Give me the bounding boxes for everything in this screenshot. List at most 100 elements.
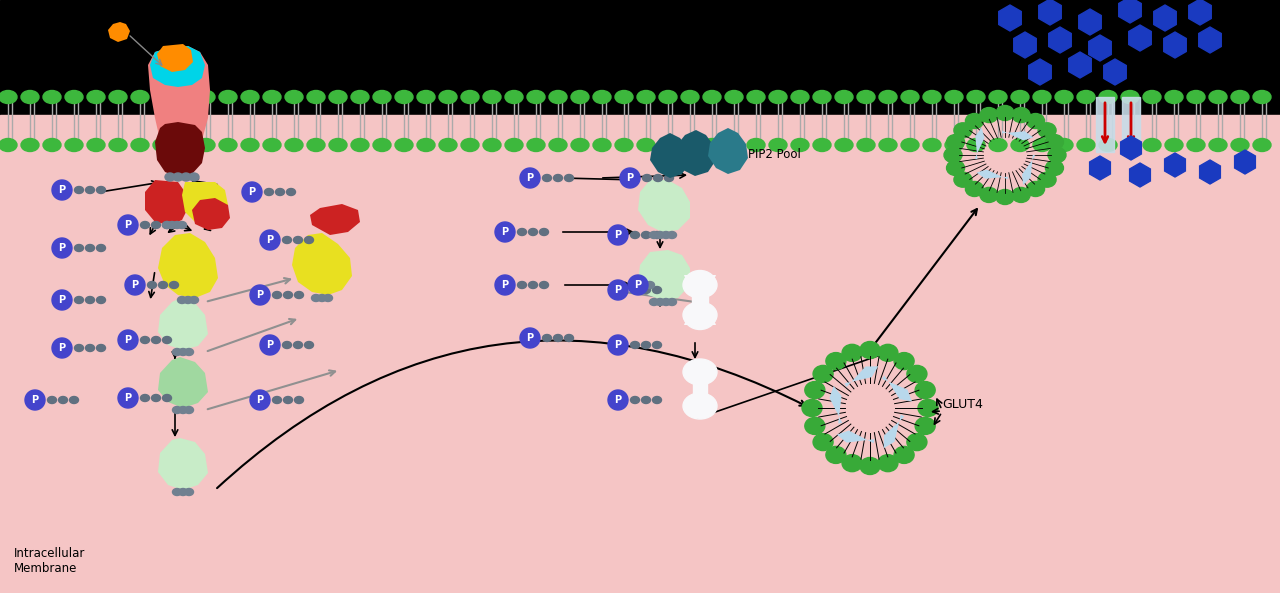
Ellipse shape <box>980 187 998 202</box>
Ellipse shape <box>154 139 172 151</box>
Ellipse shape <box>748 139 765 151</box>
Ellipse shape <box>918 400 938 416</box>
Ellipse shape <box>593 91 611 104</box>
Ellipse shape <box>1012 107 1030 123</box>
Ellipse shape <box>653 342 662 349</box>
Ellipse shape <box>294 292 303 298</box>
Ellipse shape <box>684 302 716 330</box>
Ellipse shape <box>989 139 1007 151</box>
Ellipse shape <box>748 91 765 104</box>
Ellipse shape <box>681 91 699 104</box>
Circle shape <box>118 388 138 408</box>
Ellipse shape <box>667 231 677 238</box>
Ellipse shape <box>543 174 552 181</box>
Polygon shape <box>675 130 716 176</box>
Ellipse shape <box>631 286 640 294</box>
Polygon shape <box>108 22 131 42</box>
Text: P: P <box>614 230 622 240</box>
Ellipse shape <box>351 91 369 104</box>
Ellipse shape <box>219 139 237 151</box>
Polygon shape <box>637 180 690 232</box>
Ellipse shape <box>20 91 38 104</box>
Circle shape <box>52 238 72 258</box>
Polygon shape <box>145 180 188 225</box>
Circle shape <box>52 290 72 310</box>
Ellipse shape <box>283 397 293 403</box>
Ellipse shape <box>655 231 664 238</box>
Ellipse shape <box>163 336 172 343</box>
Ellipse shape <box>1055 91 1073 104</box>
Ellipse shape <box>1048 148 1066 162</box>
Ellipse shape <box>44 91 61 104</box>
Ellipse shape <box>74 244 83 251</box>
Ellipse shape <box>1033 91 1051 104</box>
Ellipse shape <box>305 342 314 349</box>
Polygon shape <box>637 250 690 300</box>
Ellipse shape <box>805 381 824 398</box>
Ellipse shape <box>241 91 259 104</box>
Ellipse shape <box>529 282 538 289</box>
Ellipse shape <box>163 222 172 228</box>
Ellipse shape <box>163 222 172 228</box>
Ellipse shape <box>219 91 237 104</box>
Circle shape <box>628 275 648 295</box>
Bar <box>0 115 1280 593</box>
Ellipse shape <box>908 365 927 382</box>
Ellipse shape <box>168 222 177 228</box>
Polygon shape <box>182 182 228 225</box>
Ellipse shape <box>641 397 650 403</box>
Polygon shape <box>292 233 352 295</box>
Text: P: P <box>59 343 65 353</box>
Ellipse shape <box>417 139 435 151</box>
Polygon shape <box>977 170 1009 180</box>
Circle shape <box>495 222 515 242</box>
Ellipse shape <box>684 272 717 298</box>
Ellipse shape <box>175 91 193 104</box>
Ellipse shape <box>553 334 562 342</box>
Ellipse shape <box>1027 181 1044 196</box>
Ellipse shape <box>923 91 941 104</box>
Ellipse shape <box>86 345 95 352</box>
Polygon shape <box>845 366 878 387</box>
Ellipse shape <box>175 139 193 151</box>
Ellipse shape <box>1011 139 1029 151</box>
Ellipse shape <box>96 296 105 304</box>
Ellipse shape <box>945 148 963 162</box>
Ellipse shape <box>180 173 191 181</box>
Ellipse shape <box>287 189 296 196</box>
Ellipse shape <box>923 139 941 151</box>
Ellipse shape <box>163 394 172 401</box>
Ellipse shape <box>506 139 524 151</box>
Ellipse shape <box>1165 91 1183 104</box>
Circle shape <box>260 335 280 355</box>
Bar <box>0 0 1280 115</box>
Ellipse shape <box>659 139 677 151</box>
Ellipse shape <box>189 173 198 181</box>
Text: P: P <box>124 220 132 230</box>
Ellipse shape <box>996 190 1014 205</box>
Ellipse shape <box>654 174 663 181</box>
Ellipse shape <box>151 222 160 228</box>
Ellipse shape <box>703 91 721 104</box>
Ellipse shape <box>529 228 538 235</box>
Circle shape <box>495 275 515 295</box>
Ellipse shape <box>769 91 787 104</box>
Ellipse shape <box>0 139 17 151</box>
Ellipse shape <box>860 458 881 474</box>
Ellipse shape <box>614 91 634 104</box>
Ellipse shape <box>842 455 861 471</box>
Ellipse shape <box>1231 91 1249 104</box>
Ellipse shape <box>131 139 148 151</box>
Ellipse shape <box>1121 139 1139 151</box>
Circle shape <box>125 275 145 295</box>
Ellipse shape <box>1055 139 1073 151</box>
Ellipse shape <box>154 91 172 104</box>
Ellipse shape <box>317 295 326 301</box>
Ellipse shape <box>372 139 390 151</box>
Ellipse shape <box>860 342 881 359</box>
Ellipse shape <box>954 172 972 187</box>
Text: P: P <box>635 280 641 290</box>
Circle shape <box>620 168 640 188</box>
Text: P: P <box>59 243 65 253</box>
Ellipse shape <box>1027 113 1044 129</box>
